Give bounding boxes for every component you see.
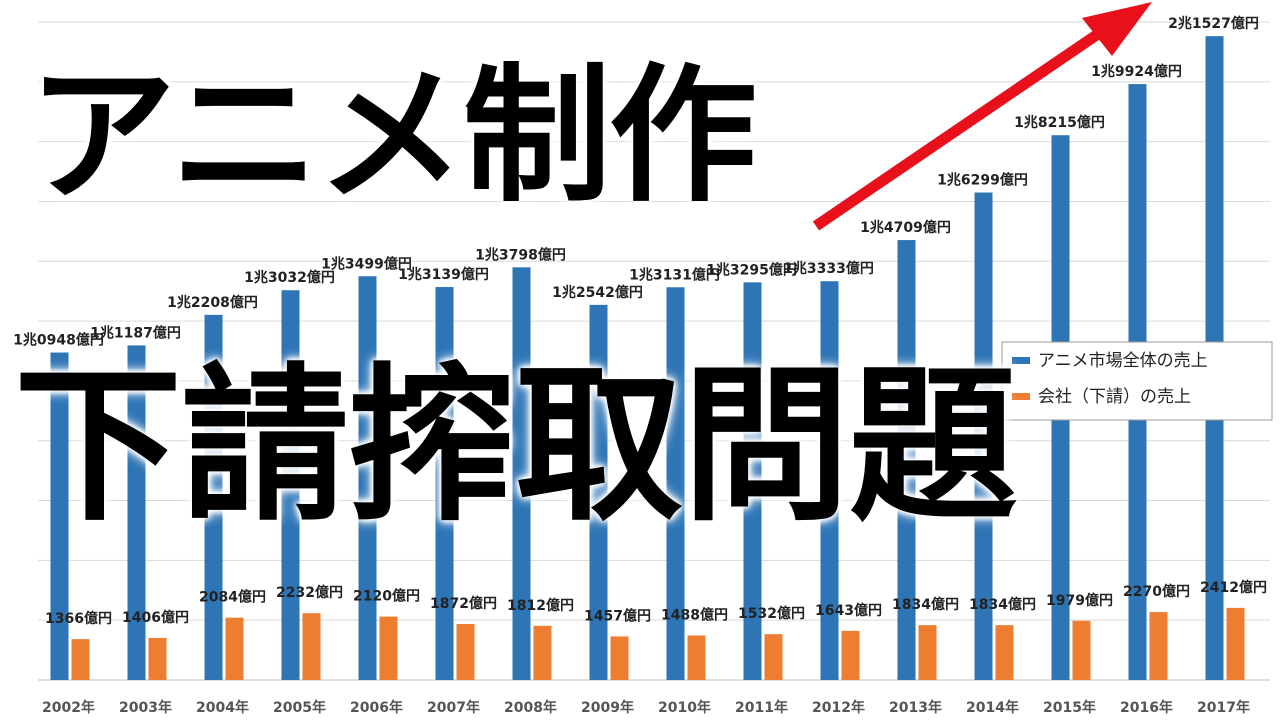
value-label-subcontract: 1488億円	[661, 606, 728, 623]
value-label-market: 1兆6299億円	[937, 172, 1028, 189]
bar-subcontract	[302, 613, 321, 680]
bar-market	[666, 287, 685, 680]
x-tick-label: 2012年	[812, 699, 865, 716]
bar-market	[974, 192, 993, 681]
bar-market	[281, 290, 300, 680]
legend-swatch-subcontract	[1012, 393, 1030, 400]
value-label-market: 1兆3499億円	[321, 255, 412, 272]
bar-subcontract	[610, 636, 629, 680]
x-tick-label: 2016年	[1120, 699, 1173, 716]
bars	[50, 36, 1245, 681]
value-label-subcontract: 2120億円	[353, 588, 420, 605]
value-label-subcontract: 1872億円	[430, 595, 497, 612]
bar-subcontract	[1149, 612, 1168, 680]
value-label-market: 1兆3032億円	[244, 269, 335, 286]
value-label-subcontract: 1406億円	[122, 609, 189, 626]
value-label-subcontract: 2084億円	[199, 589, 266, 606]
x-tick-label: 2015年	[1043, 699, 1096, 716]
value-label-market: 1兆3295億円	[706, 261, 797, 278]
x-tick-label: 2006年	[350, 699, 403, 716]
x-axis-ticks: 2002年 2003年 2004年 2005年 2006年 2007年 2008年 2009年…	[42, 699, 1250, 716]
value-label-market: 1兆8215億円	[1014, 114, 1105, 131]
growth-arrow	[812, 2, 1152, 231]
x-tick-label: 2002年	[42, 699, 95, 716]
legend-box	[1001, 341, 1273, 421]
bar-market	[820, 281, 839, 680]
value-label-market: 1兆2208億円	[167, 294, 258, 311]
value-label-market: 1兆0948億円	[13, 332, 104, 349]
headline-title-2: 下請搾取問題	[14, 348, 1017, 544]
headline-title-1: アニメ制作	[28, 50, 757, 222]
legend-label-market: アニメ市場全体の売上	[1038, 351, 1208, 371]
value-label-subcontract: 1979億円	[1046, 592, 1113, 609]
x-tick-label: 2011年	[735, 699, 788, 716]
x-tick-label: 2014年	[966, 699, 1019, 716]
bar-subcontract	[918, 625, 937, 680]
value-label-subcontract: 2232億円	[276, 584, 343, 601]
bar-subcontract	[1072, 620, 1091, 680]
x-tick-label: 2013年	[889, 699, 942, 716]
x-tick-label: 2008年	[504, 699, 557, 716]
bar-subcontract	[1226, 607, 1245, 680]
value-label-subcontract: 1457億円	[584, 607, 651, 624]
bar-market	[897, 240, 916, 680]
bar-market	[743, 282, 762, 680]
x-tick-label: 2009年	[581, 699, 634, 716]
bar-market	[50, 352, 69, 680]
value-label-market: 1兆2542億円	[552, 284, 643, 301]
value-label-market: 1兆3333億円	[783, 260, 874, 277]
value-label-market: 1兆4709億円	[860, 219, 951, 236]
bar-subcontract	[995, 625, 1014, 680]
value-label-subcontract: 2412億円	[1200, 579, 1267, 596]
value-label-subcontract: 1532億円	[738, 605, 805, 622]
arrow-head	[1082, 2, 1152, 56]
bar-subcontract	[225, 617, 244, 680]
value-label-subcontract: 1643億円	[815, 602, 882, 619]
value-label-market: 1兆3139億円	[398, 266, 489, 283]
x-tick-label: 2017年	[1197, 699, 1250, 716]
bar-subcontract	[533, 625, 552, 680]
value-label-market: 1兆1187億円	[90, 324, 181, 341]
bar-market	[589, 304, 608, 680]
bar-subcontract	[71, 639, 90, 680]
bar-subcontract	[148, 637, 167, 680]
value-label-subcontract: 2270億円	[1123, 583, 1190, 600]
legend-label-subcontract: 会社（下請）の売上	[1038, 387, 1191, 407]
bar-subcontract	[379, 616, 398, 680]
x-tick-label: 2005年	[273, 699, 326, 716]
bar-subcontract	[841, 630, 860, 680]
legend-swatch-market	[1012, 357, 1030, 364]
bar-subcontract	[764, 634, 783, 680]
value-label-market: 2兆1527億円	[1168, 15, 1259, 32]
bar-market	[512, 267, 531, 680]
bar-subcontract	[687, 635, 706, 680]
bar-subcontract	[456, 624, 475, 680]
value-label-subcontract: 1366億円	[45, 610, 112, 627]
value-label-market: 1兆3131億円	[629, 266, 720, 283]
bar-market	[127, 345, 146, 680]
bar-market	[358, 276, 377, 680]
value-label-subcontract: 1834億円	[892, 596, 959, 613]
bar-market	[435, 287, 454, 680]
x-tick-label: 2003年	[119, 699, 172, 716]
value-label-market: 1兆9924億円	[1091, 63, 1182, 80]
x-tick-label: 2007年	[427, 699, 480, 716]
x-tick-label: 2004年	[196, 699, 249, 716]
x-tick-label: 2010年	[658, 699, 711, 716]
value-label-market: 1兆3798億円	[475, 246, 566, 263]
value-labels: 1兆0948億円 1366億円 1兆1187億円 1406億円 1兆2208億円 2084…	[13, 15, 1267, 627]
value-label-subcontract: 1834億円	[969, 596, 1036, 613]
value-label-subcontract: 1812億円	[507, 597, 574, 614]
arrow-shaft	[812, 29, 1102, 231]
bar-market	[204, 314, 223, 680]
